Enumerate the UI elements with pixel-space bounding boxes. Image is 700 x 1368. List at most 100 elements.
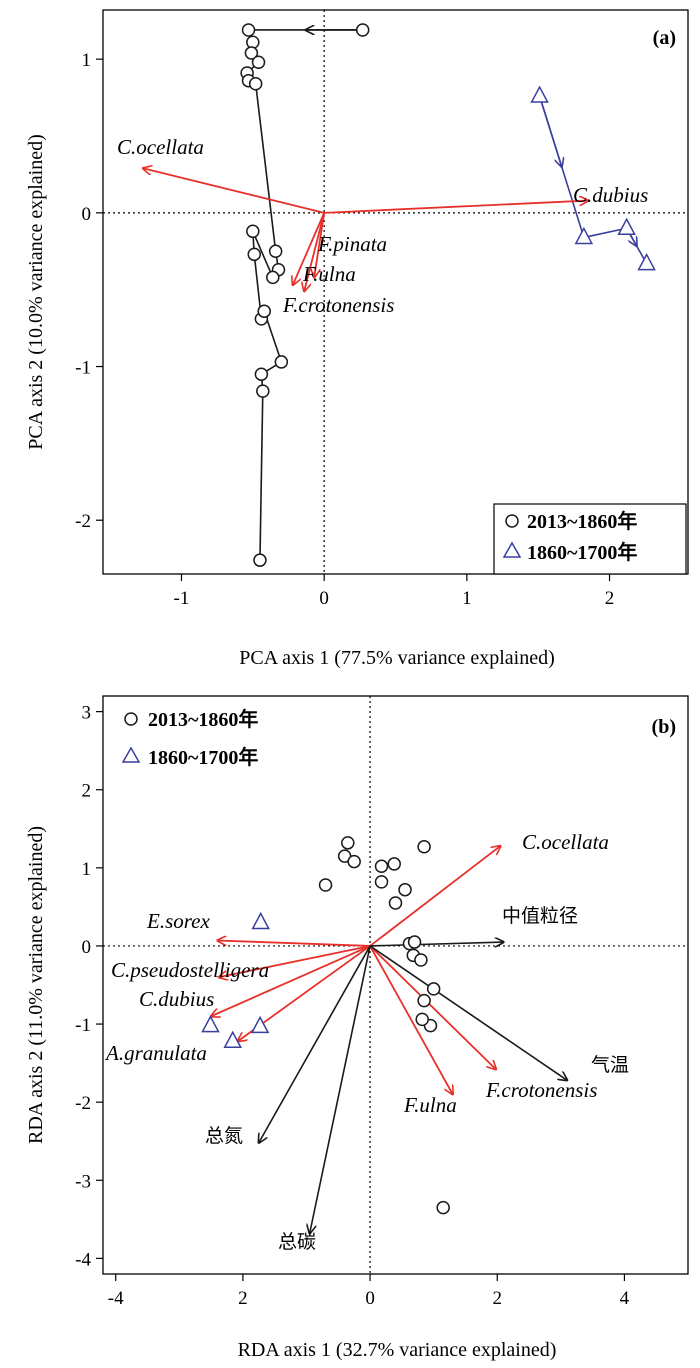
sample-point-circle — [251, 55, 266, 70]
label-c-ocellata-a: C.ocellata — [117, 135, 204, 159]
species-arrow — [219, 945, 371, 977]
y-tick-label: 1 — [82, 859, 92, 880]
species-arrow — [314, 212, 326, 278]
sample-point-circle — [248, 77, 263, 91]
data-points-b — [201, 836, 450, 1215]
legend-circle-marker — [124, 712, 138, 726]
legend-box-a — [493, 503, 687, 575]
x-tick-label: 2 — [492, 1288, 502, 1309]
legend-entry-1-a: 2013~1860年 — [527, 509, 637, 533]
sample-point-triangle — [251, 911, 270, 930]
panel-b: -4 2 0 2 4 -4 -3 -2 -1 0 1 2 3 (b) 2013~1860年 1860~1… — [25, 695, 689, 1361]
panel-label-a: (a) — [653, 27, 676, 49]
sample-point-triangle — [637, 252, 656, 271]
label-e-sorex-b: E.sorex — [146, 909, 210, 933]
ticks-b: -4 2 0 2 4 -4 -3 -2 -1 0 1 2 3 — [75, 703, 629, 1309]
label-c-ocellata-b: C.ocellata — [522, 830, 609, 854]
species-arrow — [211, 945, 371, 1016]
environment-arrow — [369, 945, 567, 1080]
sample-point-triangle — [201, 1015, 220, 1033]
sample-point-circle — [241, 23, 256, 37]
sample-point-triangle — [530, 85, 549, 103]
y-tick-label: -2 — [75, 511, 91, 532]
species-arrow — [143, 168, 325, 214]
y-axis-label-a: PCA axis 2 (10.0% variance explained) — [25, 134, 47, 449]
x-tick-label: 0 — [319, 588, 329, 609]
species-arrow — [217, 940, 371, 947]
trajectory-segment — [259, 391, 264, 561]
sample-point-circle — [266, 270, 280, 285]
sample-point-triangle — [250, 1015, 270, 1034]
y-tick-label: 0 — [82, 204, 92, 225]
sample-point-circle — [254, 367, 269, 381]
species-arrow — [293, 212, 325, 285]
environment-arrow — [310, 945, 371, 1233]
sample-point-circle — [246, 224, 260, 239]
label-f-ulna-b: F.ulna — [403, 1093, 457, 1117]
reference-lines-a — [103, 10, 688, 574]
x-axis-label-a: PCA axis 1 (77.5% variance explained) — [239, 647, 554, 669]
label-a-granulata-b: A.granulata — [104, 1041, 207, 1065]
sample-point-circle — [256, 384, 270, 398]
sample-point-circle — [318, 878, 333, 892]
x-tick-label: -1 — [174, 588, 190, 609]
arrow-labels-b: C.ocellata E.sorex C.pseudostelligera C.… — [104, 830, 629, 1253]
species-arrow — [304, 212, 326, 291]
plot-frame-a — [102, 9, 689, 575]
panel-a: -1 0 1 2 -2 -1 0 1 (a) C.ocellata C.dubius F.pi… — [25, 9, 689, 669]
sample-point-circle — [417, 839, 431, 854]
x-tick-label: 1 — [462, 588, 472, 609]
y-tick-label: -1 — [75, 1015, 91, 1036]
sample-point-circle — [417, 993, 431, 1008]
sample-point-circle — [415, 1012, 429, 1027]
species-arrow — [369, 945, 453, 1094]
sample-point-circle — [436, 1200, 450, 1215]
panel-label-b: (b) — [652, 716, 676, 738]
label-total-nitrogen-b: 总氮 — [205, 1125, 243, 1147]
data-points-a — [240, 23, 656, 567]
legend-triangle-marker — [121, 746, 141, 763]
x-axis-label-b: RDA axis 1 (32.7% variance explained) — [238, 1339, 557, 1361]
label-c-dubius-a: C.dubius — [573, 183, 648, 207]
ticks-a: -1 0 1 2 -2 -1 0 1 — [75, 50, 614, 609]
label-air-temperature-b: 气温 — [591, 1054, 629, 1076]
sample-point-circle — [244, 46, 259, 60]
y-axis-label-b: RDA axis 2 (11.0% variance explained) — [25, 826, 47, 1144]
sample-point-circle — [268, 244, 283, 259]
y-tick-label: -1 — [75, 358, 91, 379]
sample-point-circle — [247, 247, 261, 262]
species-arrow — [369, 846, 500, 947]
label-f-ulna-a: F.ulna — [302, 262, 356, 286]
sample-point-circle — [414, 953, 428, 967]
y-tick-label: 3 — [82, 703, 92, 724]
legend-circle-marker — [505, 514, 519, 528]
label-total-carbon-b: 总碳 — [278, 1231, 316, 1253]
y-tick-label: -2 — [75, 1093, 91, 1114]
sample-point-circle — [374, 875, 389, 889]
sample-point-circle — [355, 23, 370, 37]
species-arrows-a — [143, 168, 588, 291]
species-arrow — [324, 201, 588, 214]
trajectory-segment — [538, 95, 585, 238]
sample-point-circle — [257, 304, 271, 318]
sample-point-circle — [347, 854, 361, 869]
sample-point-circle — [274, 355, 289, 369]
trajectory-segment — [583, 227, 627, 239]
legend-entry-1-b: 2013~1860年 — [148, 707, 258, 731]
sample-point-circle — [398, 882, 412, 897]
legend-b: 2013~1860年 1860~1700年 — [121, 707, 258, 769]
sample-point-circle — [387, 857, 401, 871]
label-f-pinata-a: F.pinata — [317, 232, 387, 256]
label-c-dubius-b: C.dubius — [139, 987, 214, 1011]
x-tick-label: 4 — [620, 1288, 630, 1309]
sample-point-circle — [388, 896, 403, 910]
arrow-labels-a: C.ocellata C.dubius F.pinata F.ulna F.cr… — [117, 135, 648, 317]
environment-arrow — [259, 945, 371, 1143]
environment-arrow — [370, 942, 504, 946]
label-c-pseudostelligera-b: C.pseudostelligera — [111, 958, 269, 982]
x-tick-label: -4 — [108, 1288, 124, 1309]
y-tick-label: -4 — [75, 1249, 91, 1270]
species-arrow — [369, 945, 496, 1069]
plot-frame-b — [102, 695, 689, 1275]
